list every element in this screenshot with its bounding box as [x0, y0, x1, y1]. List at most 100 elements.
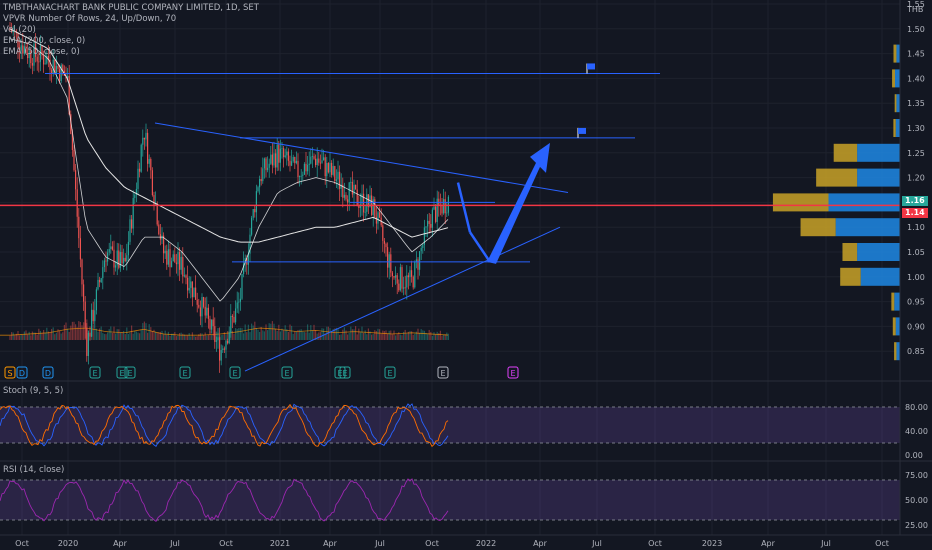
volume-bar	[118, 329, 120, 340]
candle-body	[334, 166, 336, 181]
candle-body	[379, 212, 381, 218]
event-marker-label: D	[45, 369, 51, 378]
candle-body	[124, 257, 126, 262]
volume-bar	[196, 336, 198, 340]
candle-body	[390, 254, 392, 273]
volume-bar	[212, 335, 214, 340]
candle-body	[329, 162, 331, 173]
volume-bar	[332, 329, 334, 340]
flag-icon	[587, 63, 595, 70]
candle-body	[187, 277, 189, 291]
osc-line	[0, 403, 449, 447]
event-marker-label: E	[284, 369, 289, 378]
volume-bar	[14, 335, 16, 340]
stoch-title[interactable]: Stoch (9, 5, 5)	[3, 386, 64, 396]
volume-bar	[182, 333, 184, 340]
volume-bar	[316, 333, 318, 340]
candle-body	[374, 199, 376, 218]
indicator-ema200[interactable]: EMA (200, close, 0)	[3, 36, 86, 46]
price-candles[interactable]	[9, 21, 449, 373]
volume-bar	[129, 332, 131, 340]
volume-bar	[366, 334, 368, 340]
vpvr-up-bar	[895, 119, 900, 137]
symbol-title[interactable]: TMBTHANACHART BANK PUBLIC COMPANY LIMITE…	[3, 3, 259, 13]
candle-body	[193, 287, 195, 298]
volume-bar	[423, 330, 425, 340]
volume-ma	[0, 327, 449, 336]
volume-bar	[241, 328, 243, 340]
volume-bar	[31, 331, 33, 340]
volume-bar	[422, 330, 424, 340]
volume-bar	[297, 329, 299, 340]
volume-bar	[27, 334, 29, 340]
vpvr-up-bar	[857, 143, 900, 162]
event-marker-label: E	[440, 369, 445, 378]
volume-bar	[255, 327, 257, 340]
price-tick: 1.30	[907, 124, 925, 133]
rsi-title[interactable]: RSI (14, close)	[3, 465, 65, 475]
candle-body	[164, 250, 166, 254]
volume-bar	[159, 331, 161, 340]
candle-body	[281, 148, 283, 150]
volume-bar	[126, 327, 128, 340]
volume-bar	[156, 332, 158, 340]
indicator-ema50[interactable]: EMA (50, close, 0)	[3, 47, 80, 57]
candle-body	[73, 150, 75, 171]
candle-body	[295, 160, 297, 164]
volume-bar	[151, 331, 153, 340]
candle-body	[340, 184, 342, 189]
candle-body	[425, 226, 427, 228]
event-marker: E	[179, 366, 191, 379]
volume-bar	[134, 330, 136, 340]
volume-bar	[203, 334, 205, 340]
candle-body	[337, 171, 339, 180]
candle-body	[31, 63, 33, 66]
candle-body	[172, 254, 174, 262]
candle-body	[23, 46, 25, 54]
volume-bar	[281, 328, 283, 340]
candle-body	[123, 257, 125, 264]
price-tick: 1.00	[907, 273, 925, 282]
x-tick: Jul	[591, 539, 602, 548]
trend-drawings[interactable]	[0, 63, 900, 372]
volume-bar	[135, 331, 137, 340]
volume-bar	[305, 332, 307, 340]
candle-body	[222, 348, 224, 350]
event-marker: D	[42, 366, 54, 379]
event-marker: D	[16, 366, 28, 379]
volume-bar	[383, 331, 385, 340]
candle-body	[382, 225, 384, 241]
candle-body	[81, 259, 83, 285]
volume-bar	[44, 332, 46, 340]
candle-body	[270, 154, 272, 164]
volume-bar	[435, 334, 437, 340]
candle-body	[275, 153, 277, 168]
volume-bar	[79, 321, 81, 340]
candle-body	[235, 308, 237, 323]
volume-bar	[436, 331, 438, 340]
x-tick: Oct	[648, 539, 662, 548]
candle-body	[203, 297, 205, 307]
vpvr-down-bar	[894, 342, 897, 361]
volume-bar	[407, 331, 409, 340]
volume-bar	[119, 332, 121, 340]
volume-bar	[206, 335, 208, 340]
volume-bar	[369, 331, 371, 340]
volume-bar	[409, 331, 411, 340]
candle-body	[383, 240, 385, 244]
indicator-vpvr[interactable]: VPVR Number Of Rows, 24, Up/Down, 70	[3, 14, 177, 24]
vpvr-down-bar	[892, 69, 895, 88]
volume-bar	[406, 333, 408, 340]
candle-body	[158, 224, 160, 235]
x-tick: Apr	[323, 539, 338, 548]
event-marker: E	[116, 366, 128, 379]
volume-bar	[83, 322, 85, 340]
indicator-volume[interactable]: Vol (20)	[3, 25, 36, 35]
candle-body	[62, 64, 64, 71]
candle-body	[44, 63, 46, 65]
volume-bar	[247, 324, 249, 340]
osc-line	[0, 403, 449, 448]
volume-bar	[49, 332, 51, 340]
